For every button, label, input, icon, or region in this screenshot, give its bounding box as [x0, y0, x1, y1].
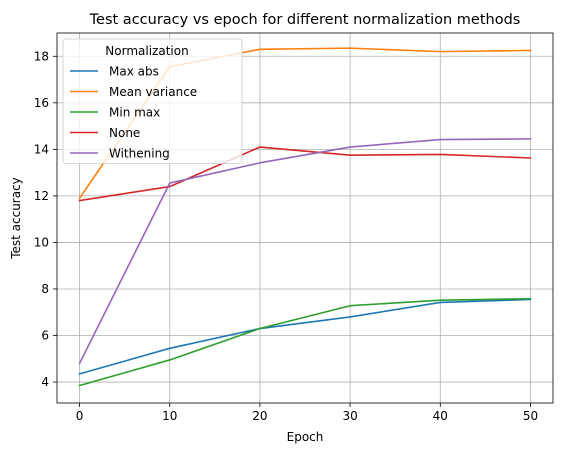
- chart-title: Test accuracy vs epoch for different nor…: [89, 12, 521, 28]
- legend-label: Max abs: [109, 65, 159, 79]
- x-tick-label: 40: [433, 409, 448, 423]
- series-line-withening: [78, 138, 532, 365]
- y-tick-label: 10: [34, 235, 49, 249]
- legend-title: Normalization: [105, 44, 188, 58]
- y-tick-label: 4: [41, 375, 49, 389]
- y-axis-label: Test accuracy: [9, 177, 23, 260]
- series-line-min-max: [78, 297, 532, 387]
- legend-label: Withening: [109, 147, 170, 161]
- x-tick-label: 50: [523, 409, 538, 423]
- legend-items: Max abs Mean variance Min max None Withening: [70, 65, 197, 161]
- y-tick-label: 14: [34, 142, 49, 156]
- series-lines: [78, 47, 532, 387]
- x-tick-label: 30: [342, 409, 357, 423]
- plot-frame: [56, 32, 554, 404]
- legend: Normalization Max abs Mean variance Min ma…: [62, 38, 243, 164]
- legend-label: Min max: [109, 106, 160, 120]
- axis-ticks: 0 10 20 30 40 50 4 6 8 10 12 14 16 18: [34, 49, 538, 423]
- y-tick-label: 6: [41, 329, 49, 343]
- y-tick-label: 8: [41, 282, 49, 296]
- x-tick-label: 0: [76, 409, 84, 423]
- y-tick-label: 18: [34, 49, 49, 63]
- y-tick-label: 16: [34, 96, 49, 110]
- x-axis-label: Epoch: [287, 430, 324, 444]
- legend-label: Mean variance: [109, 85, 197, 99]
- legend-label: None: [109, 126, 140, 140]
- x-tick-label: 20: [252, 409, 267, 423]
- y-tick-label: 12: [34, 189, 49, 203]
- legend-box: [62, 38, 243, 164]
- series-line-max-abs: [78, 298, 532, 375]
- series-line-none: [78, 146, 532, 202]
- x-tick-label: 10: [162, 409, 177, 423]
